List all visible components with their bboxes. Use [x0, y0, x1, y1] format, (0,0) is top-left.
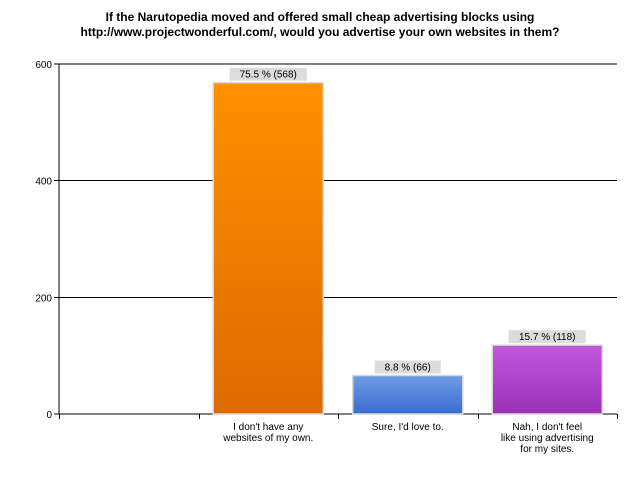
data-label-box: [229, 67, 307, 81]
y-tick-label: 400: [35, 177, 52, 188]
bar: [352, 374, 464, 415]
chart-title-line-1: If the Narutopedia moved and offered sma…: [105, 10, 535, 24]
chart-title: If the Narutopedia moved and offered sma…: [0, 10, 640, 40]
chart-title-line-2: http://www.projectwonderful.com/, would …: [80, 25, 560, 39]
bar: [212, 81, 324, 415]
data-label-box: [508, 330, 586, 344]
category-label: Nah, I don't feel: [512, 422, 582, 433]
category-label: Sure, I'd love to.: [372, 422, 444, 433]
data-label: 75.5 % (568): [240, 70, 297, 81]
category-label: for my sites.: [520, 444, 574, 455]
y-tick-label: 600: [35, 60, 52, 71]
y-tick-label: 0: [46, 410, 52, 421]
data-label-box: [374, 360, 441, 374]
category-label: like using advertising: [501, 433, 594, 444]
y-tick-label: 200: [35, 293, 52, 304]
data-label: 15.7 % (118): [519, 332, 576, 343]
bar: [491, 344, 603, 415]
category-label: I don't have any: [233, 422, 303, 433]
data-label: 8.8 % (66): [385, 363, 431, 374]
category-label: websites of my own.: [222, 433, 313, 444]
